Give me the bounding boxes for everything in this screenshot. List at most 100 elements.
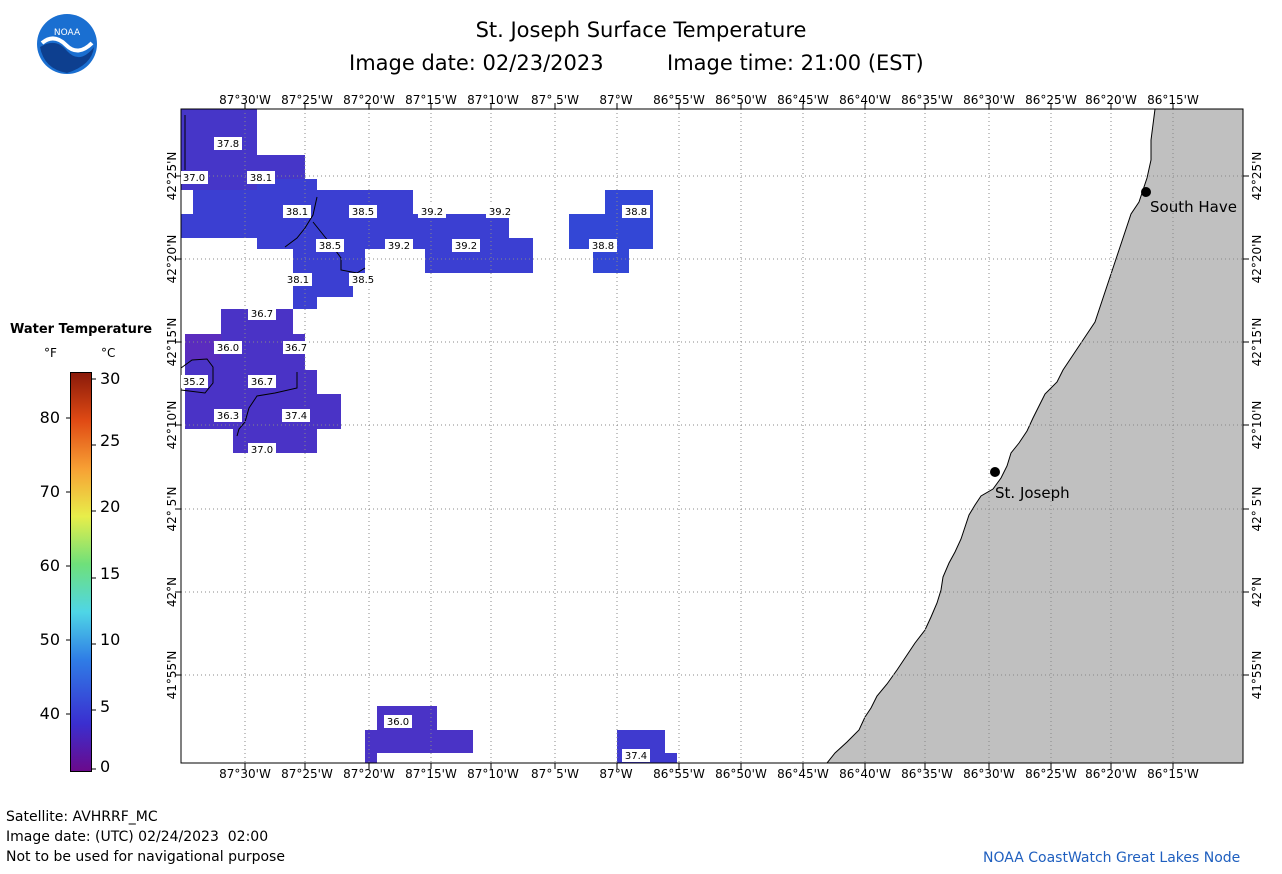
temp-label: 36.0 bbox=[217, 343, 239, 354]
legend-tick-f: 60 bbox=[39, 556, 60, 575]
lon-label: 86°15'W bbox=[1147, 93, 1199, 107]
temp-label: 38.8 bbox=[625, 207, 647, 218]
map-title: St. Joseph Surface Temperature bbox=[475, 18, 807, 42]
temp-label: 36.7 bbox=[251, 377, 273, 388]
temp-label: 36.3 bbox=[217, 411, 239, 422]
lon-label: 87°W bbox=[599, 767, 632, 781]
lon-label: 86°30'W bbox=[963, 767, 1015, 781]
lon-label: 86°15'W bbox=[1147, 767, 1199, 781]
legend-unit-c: °C bbox=[101, 346, 116, 360]
lon-label: 87°10'W bbox=[467, 93, 519, 107]
contour-lines bbox=[180, 115, 366, 437]
lon-labels-top: 87°30'W 87°25'W 87°20'W 87°15'W 87°10'W … bbox=[219, 93, 1199, 107]
lon-label: 87°30'W bbox=[219, 767, 271, 781]
legend-tick-c: 5 bbox=[100, 697, 111, 716]
legend-tick-f: 80 bbox=[39, 408, 60, 427]
temp-label: 38.8 bbox=[592, 241, 614, 252]
legend-unit-f: °F bbox=[44, 346, 57, 360]
lon-label: 87°25'W bbox=[281, 767, 333, 781]
lon-label: 86°45'W bbox=[777, 767, 829, 781]
lon-label: 87°20'W bbox=[343, 93, 395, 107]
lat-label: 41°55'N bbox=[165, 651, 179, 700]
lat-label: 42°15'N bbox=[1250, 318, 1264, 367]
lat-label: 41°55'N bbox=[1250, 651, 1264, 700]
lon-label: 86°50'W bbox=[715, 93, 767, 107]
lon-label: 86°35'W bbox=[901, 767, 953, 781]
lon-label: 87°30'W bbox=[219, 93, 271, 107]
legend-tick-c: 10 bbox=[100, 630, 121, 649]
lon-label: 86°40'W bbox=[839, 767, 891, 781]
temp-label: 36.0 bbox=[387, 717, 409, 728]
lon-label: 87° 5'W bbox=[531, 93, 579, 107]
legend-tick-c: 30 bbox=[100, 369, 121, 388]
lat-label: 42°20'N bbox=[165, 235, 179, 284]
lon-label: 86°40'W bbox=[839, 93, 891, 107]
temp-label: 37.0 bbox=[183, 173, 205, 184]
temp-label: 38.1 bbox=[287, 275, 309, 286]
temp-label: 39.2 bbox=[455, 241, 477, 252]
temp-label: 37.4 bbox=[625, 751, 647, 762]
temp-label: 36.7 bbox=[285, 343, 307, 354]
temp-label: 38.1 bbox=[250, 173, 272, 184]
temp-label: 38.5 bbox=[352, 207, 374, 218]
legend-tick-f: 40 bbox=[39, 704, 60, 723]
city-markers: South Have St. Joseph bbox=[990, 187, 1237, 502]
lon-label: 87°10'W bbox=[467, 767, 519, 781]
temp-label: 35.2 bbox=[183, 377, 205, 388]
temp-label: 38.1 bbox=[286, 207, 308, 218]
lon-label: 87°W bbox=[599, 93, 632, 107]
lat-label: 42°15'N bbox=[165, 318, 179, 367]
lat-label: 42°25'N bbox=[165, 152, 179, 201]
city-label-south-haven: South Have bbox=[1150, 198, 1237, 216]
legend-tick-f: 70 bbox=[39, 482, 60, 501]
lon-label: 87°20'W bbox=[343, 767, 395, 781]
logo-text: NOAA bbox=[54, 28, 81, 38]
lat-label: 42°10'N bbox=[165, 401, 179, 450]
footer-credit: NOAA CoastWatch Great Lakes Node bbox=[983, 850, 1241, 866]
lon-label: 86°25'W bbox=[1025, 93, 1077, 107]
lon-label: 86°55'W bbox=[653, 93, 705, 107]
lon-label: 87°15'W bbox=[405, 93, 457, 107]
temp-label: 37.0 bbox=[251, 445, 273, 456]
lat-label: 42°25'N bbox=[1250, 152, 1264, 201]
lon-label: 86°55'W bbox=[653, 767, 705, 781]
map-frame bbox=[180, 108, 1244, 764]
footer-utc-date: Image date: (UTC) 02/24/2023 02:00 bbox=[6, 829, 269, 845]
city-dot-south-haven bbox=[1141, 187, 1151, 197]
legend-title: Water Temperature bbox=[10, 322, 153, 337]
noaa-logo: NOAA bbox=[36, 13, 98, 75]
temp-label: 39.2 bbox=[388, 241, 410, 252]
legend-tick-c: 20 bbox=[100, 497, 121, 516]
lon-label: 87°25'W bbox=[281, 93, 333, 107]
tick-marks bbox=[175, 103, 1249, 769]
lat-label: 42° 5'N bbox=[1250, 487, 1264, 532]
lon-label: 86°30'W bbox=[963, 93, 1015, 107]
legend-tick-c: 0 bbox=[100, 757, 111, 776]
legend-tick-c: 25 bbox=[100, 431, 121, 450]
temp-label: 38.5 bbox=[352, 275, 374, 286]
lon-label: 87° 5'W bbox=[531, 767, 579, 781]
lat-label: 42°10'N bbox=[1250, 401, 1264, 450]
city-label-st-joseph: St. Joseph bbox=[995, 484, 1070, 502]
lat-label: 42° 5'N bbox=[165, 487, 179, 532]
image-date-label: Image date: 02/23/2023 bbox=[349, 51, 604, 75]
temp-label: 38.5 bbox=[319, 241, 341, 252]
lat-labels-left: 42°25'N 42°20'N 42°15'N 42°10'N 42° 5'N … bbox=[165, 152, 179, 700]
temp-label: 37.8 bbox=[217, 139, 239, 150]
lon-label: 86°20'W bbox=[1085, 767, 1137, 781]
legend-color-bar bbox=[70, 372, 92, 772]
lat-label: 42°N bbox=[1250, 577, 1264, 607]
lat-label: 42°20'N bbox=[1250, 235, 1264, 284]
city-dot-st-joseph bbox=[990, 467, 1000, 477]
lon-label: 86°45'W bbox=[777, 93, 829, 107]
temp-label: 39.2 bbox=[421, 207, 443, 218]
temperature-labels: 37.8 37.0 38.1 38.1 38.5 39.2 39.2 38.8 … bbox=[181, 137, 650, 762]
lat-label: 42°N bbox=[165, 577, 179, 607]
land-michigan bbox=[825, 108, 1244, 764]
legend-tick-c: 15 bbox=[100, 564, 121, 583]
temp-label: 39.2 bbox=[489, 207, 511, 218]
temp-label: 37.4 bbox=[285, 411, 307, 422]
lon-labels-bottom: 87°30'W 87°25'W 87°20'W 87°15'W 87°10'W … bbox=[219, 767, 1199, 781]
image-time-label: Image time: 21:00 (EST) bbox=[667, 51, 924, 75]
